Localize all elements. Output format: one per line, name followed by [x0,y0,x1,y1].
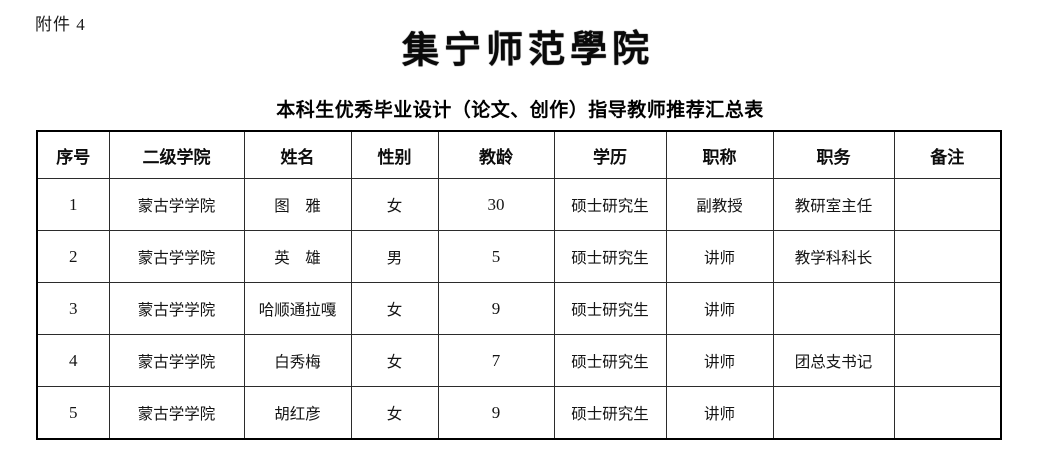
university-logo: 集宁师范學院 [401,26,655,72]
recommendation-summary-table: 序号 二级学院 姓名 性别 教龄 学历 职称 职务 备注 1 蒙古学学院 图 雅… [36,130,1002,440]
cell-name: 哈顺通拉嘎 [243,282,352,335]
cell-education: 硕士研究生 [553,386,667,440]
cell-college: 蒙古学学院 [108,386,245,440]
page-title: 本科生优秀毕业设计（论文、创作）指导教师推荐汇总表 [276,100,764,121]
cell-remarks [893,334,1002,387]
cell-gender: 男 [350,230,439,283]
cell-position [772,386,895,440]
table-row: 5 蒙古学学院 胡红彦 女 9 硕士研究生 讲师 [36,386,1002,440]
cell-remarks [893,178,1002,231]
cell-education: 硕士研究生 [553,282,667,335]
table-row: 1 蒙古学学院 图 雅 女 30 硕士研究生 副教授 教研室主任 [36,178,1002,231]
column-header-gender: 性别 [350,130,439,179]
table-header-row: 序号 二级学院 姓名 性别 教龄 学历 职称 职务 备注 [36,130,1002,179]
table-row: 2 蒙古学学院 英 雄 男 5 硕士研究生 讲师 教学科科长 [36,230,1002,283]
cell-serial: 4 [36,334,110,387]
column-header-name: 姓名 [243,130,352,179]
column-header-college: 二级学院 [108,130,245,179]
column-header-education: 学历 [553,130,667,179]
cell-gender: 女 [350,282,439,335]
cell-position: 教研室主任 [772,178,895,231]
cell-professional-title: 副教授 [665,178,774,231]
cell-professional-title: 讲师 [665,230,774,283]
cell-college: 蒙古学学院 [108,230,245,283]
cell-gender: 女 [350,334,439,387]
cell-serial: 3 [36,282,110,335]
cell-teaching-years: 9 [437,386,555,440]
cell-name: 胡红彦 [243,386,352,440]
cell-teaching-years: 9 [437,282,555,335]
cell-education: 硕士研究生 [553,334,667,387]
cell-education: 硕士研究生 [553,230,667,283]
cell-gender: 女 [350,386,439,440]
cell-remarks [893,230,1002,283]
cell-name: 图 雅 [243,178,352,231]
cell-position [772,282,895,335]
cell-position: 教学科科长 [772,230,895,283]
cell-serial: 1 [36,178,110,231]
column-header-serial: 序号 [36,130,110,179]
table-row: 4 蒙古学学院 白秀梅 女 7 硕士研究生 讲师 团总支书记 [36,334,1002,387]
cell-professional-title: 讲师 [665,282,774,335]
attachment-label: 附件 4 [35,15,86,34]
cell-gender: 女 [350,178,439,231]
cell-remarks [893,386,1002,440]
column-header-position: 职务 [772,130,895,179]
cell-professional-title: 讲师 [665,334,774,387]
cell-college: 蒙古学学院 [108,282,245,335]
cell-teaching-years: 7 [437,334,555,387]
column-header-teaching-years: 教龄 [437,130,555,179]
cell-name: 白秀梅 [243,334,352,387]
cell-education: 硕士研究生 [553,178,667,231]
cell-remarks [893,282,1002,335]
table-row: 3 蒙古学学院 哈顺通拉嘎 女 9 硕士研究生 讲师 [36,282,1002,335]
cell-serial: 2 [36,230,110,283]
column-header-professional-title: 职称 [665,130,774,179]
cell-teaching-years: 5 [437,230,555,283]
column-header-remarks: 备注 [893,130,1002,179]
cell-position: 团总支书记 [772,334,895,387]
cell-professional-title: 讲师 [665,386,774,440]
cell-college: 蒙古学学院 [108,178,245,231]
cell-college: 蒙古学学院 [108,334,245,387]
cell-teaching-years: 30 [437,178,555,231]
cell-name: 英 雄 [243,230,352,283]
cell-serial: 5 [36,386,110,440]
